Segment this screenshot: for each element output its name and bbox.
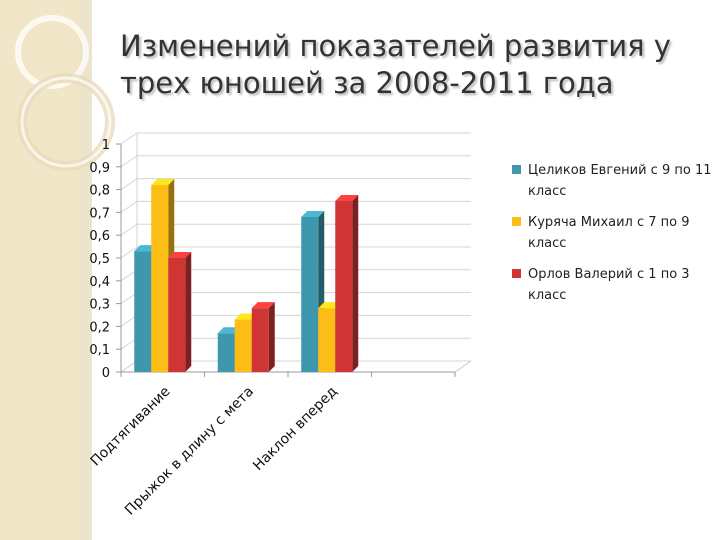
legend: Целиков Евгений с 9 по 11 класс Куряча Ми… <box>512 160 712 316</box>
gridline <box>120 178 471 191</box>
bar-top <box>151 179 175 186</box>
gridline <box>120 132 471 145</box>
bar <box>151 185 169 372</box>
decor-rings <box>15 15 115 171</box>
legend-swatch <box>512 165 521 174</box>
legend-label: Орлов Валерий с 1 по 3 класс <box>528 267 690 303</box>
legend-swatch <box>512 217 521 226</box>
floor-right-edge <box>454 360 472 373</box>
decor-left-stripe <box>80 0 92 540</box>
y-tick-label: 0,8 <box>89 184 110 199</box>
legend-swatch <box>512 269 521 278</box>
legend-item: Куряча Михаил с 7 по 9 класс <box>512 212 712 254</box>
legend-label: Целиков Евгений с 9 по 11 класс <box>528 163 712 199</box>
gridline <box>120 223 471 236</box>
y-tick-label: 0,1 <box>89 343 110 358</box>
bar-top <box>251 302 275 309</box>
y-tick-label: 0,9 <box>89 161 110 176</box>
bar <box>335 201 353 372</box>
y-tick-label: 0 <box>102 366 110 381</box>
y-tick-label: 0,5 <box>89 252 110 267</box>
bar <box>318 308 336 372</box>
bar <box>168 258 186 372</box>
y-tick-label: 0,4 <box>89 275 110 290</box>
gridline <box>120 246 471 259</box>
y-tick-label: 0,3 <box>89 298 110 313</box>
y-tick-label: 0,6 <box>89 229 110 244</box>
y-tick-label: 0,2 <box>89 320 110 335</box>
bar-side <box>352 195 359 372</box>
legend-item: Целиков Евгений с 9 по 11 класс <box>512 160 712 202</box>
y-tick-label: 1 <box>102 138 110 153</box>
bar <box>134 251 152 372</box>
bar <box>234 319 252 372</box>
x-category-label: Наклон вперед <box>250 384 340 474</box>
legend-label: Куряча Михаил с 7 по 9 класс <box>528 215 690 251</box>
bar <box>301 216 319 372</box>
gridline <box>120 155 471 168</box>
x-category-label: Подтягивание <box>88 384 174 470</box>
bar <box>251 308 269 372</box>
bar <box>217 333 235 372</box>
bar-top <box>335 195 359 201</box>
y-tick-label: 0,7 <box>89 206 110 221</box>
bar-side <box>268 302 275 372</box>
gridline <box>120 200 471 213</box>
bar-side <box>185 252 192 372</box>
bar-top <box>168 252 192 258</box>
legend-item: Орлов Валерий с 1 по 3 класс <box>512 264 712 306</box>
bar-top <box>301 210 325 217</box>
slide-title: Изменений показателей развития у трех юн… <box>120 29 671 100</box>
